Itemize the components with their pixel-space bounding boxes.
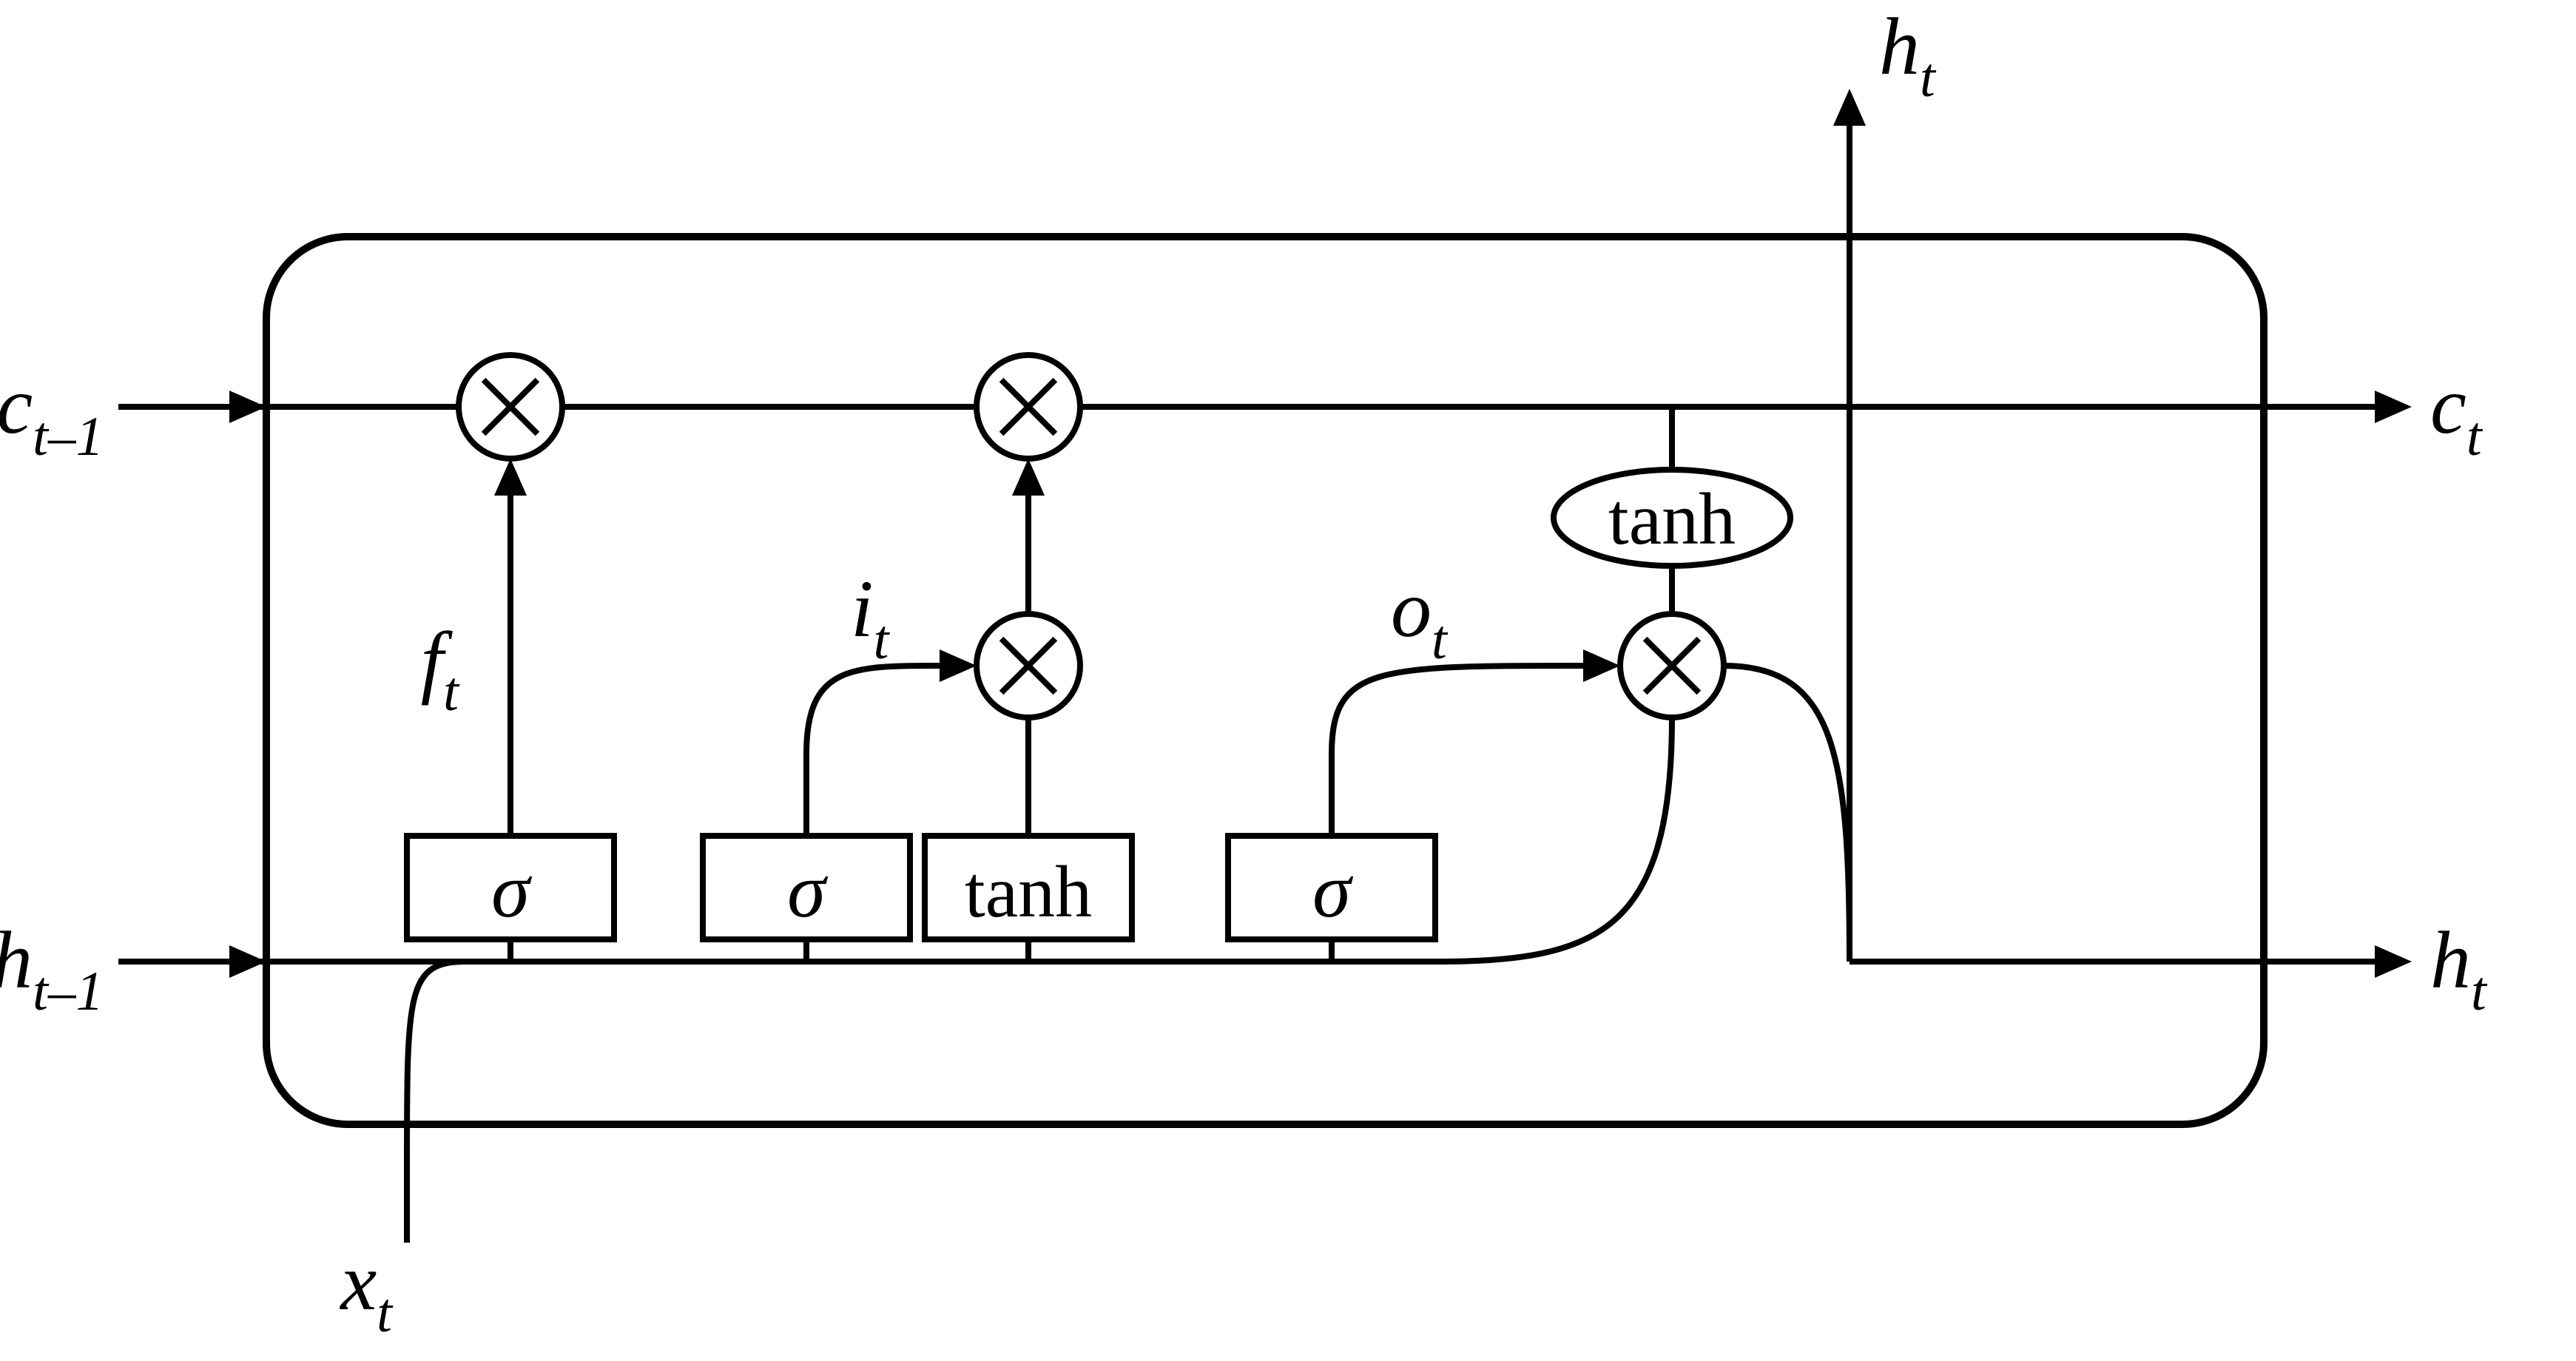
arrowhead-icon: [1833, 89, 1866, 126]
label-x-in: xt: [339, 1237, 394, 1344]
label-c-prev: ct–1: [0, 360, 104, 467]
arrowhead-icon: [229, 945, 266, 978]
wire: [1332, 666, 1583, 836]
arrowhead-icon: [1583, 649, 1620, 682]
candidate-tanh-label: tanh: [965, 851, 1092, 933]
arrowhead-icon: [229, 391, 266, 423]
label-h-prev: ht–1: [0, 915, 104, 1022]
forget-gate-sigma-label: σ: [491, 847, 533, 933]
label-c-next: ct: [2430, 360, 2484, 467]
wire: [1724, 666, 1850, 962]
label-h-top: ht: [1879, 1, 1937, 109]
input-gate-sigma-label: σ: [787, 847, 829, 933]
lstm-cell-box: [266, 237, 2264, 1124]
arrowhead-icon: [1012, 459, 1045, 496]
label-i-t: it: [851, 564, 891, 671]
arrowhead-icon: [940, 649, 977, 682]
output-tanh-label: tanh: [1608, 478, 1736, 560]
output-gate-sigma-label: σ: [1312, 847, 1354, 933]
arrowhead-icon: [494, 459, 527, 496]
wire: [1435, 717, 1672, 962]
wire: [806, 666, 940, 836]
arrowhead-icon: [2375, 391, 2412, 423]
label-f-t: ft: [421, 615, 461, 723]
arrowhead-icon: [2375, 945, 2412, 978]
label-o-t: ot: [1391, 564, 1449, 671]
label-h-next: ht: [2430, 915, 2488, 1022]
wire: [407, 962, 466, 1243]
